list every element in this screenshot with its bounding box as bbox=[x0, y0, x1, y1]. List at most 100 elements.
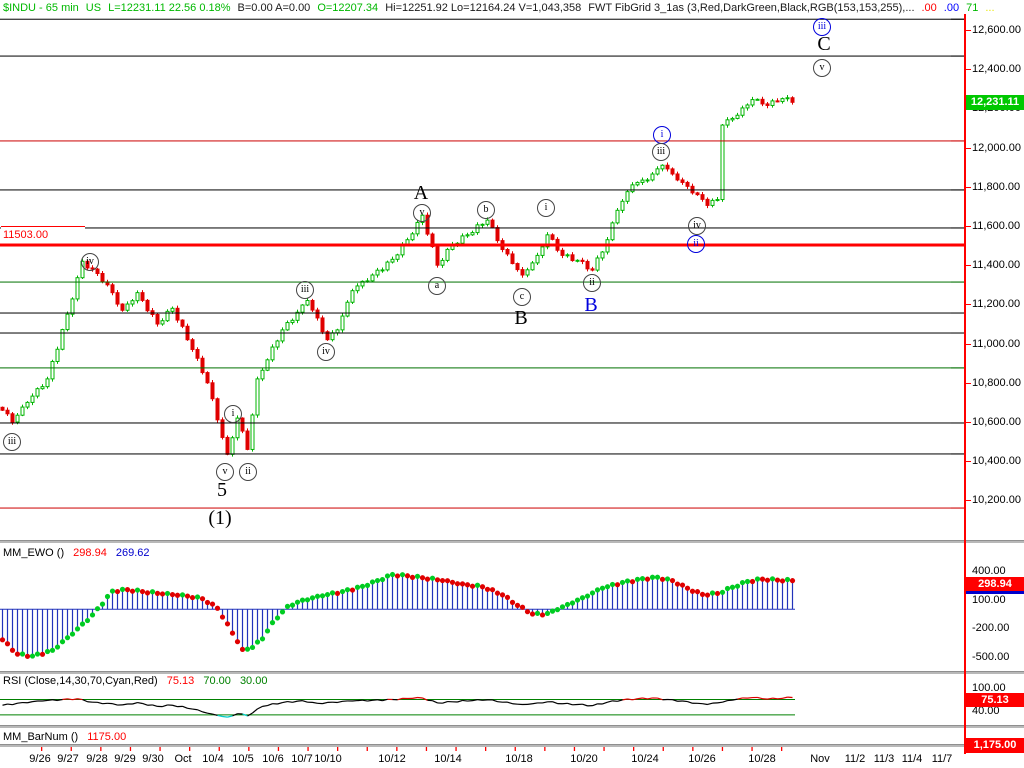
ewo-tick-label: 100.00 bbox=[972, 593, 1006, 606]
header-segment-6: FWT FibGrid 3_1as (3,Red,DarkGreen,Black… bbox=[588, 2, 915, 14]
rsi-line-segment bbox=[542, 701, 548, 704]
ewo-ma-dot bbox=[639, 576, 646, 582]
ewo-ma-dot bbox=[104, 593, 111, 600]
date-axis-label: 10/28 bbox=[748, 753, 776, 765]
ewo-ma-dot bbox=[599, 585, 606, 591]
candlestick bbox=[200, 357, 205, 374]
candlestick bbox=[430, 233, 435, 248]
date-tick bbox=[751, 745, 753, 751]
divider-price-ewo[interactable] bbox=[0, 540, 1024, 543]
candlestick bbox=[275, 340, 280, 348]
rsi-line-segment bbox=[782, 696, 788, 699]
ewo-ma-dot bbox=[234, 639, 241, 645]
fib-grid-line bbox=[0, 243, 965, 247]
candlestick bbox=[680, 179, 685, 183]
divider-rsi-barnum[interactable] bbox=[0, 725, 1024, 728]
wave-label-C: C bbox=[817, 33, 831, 55]
price-axis-line[interactable] bbox=[964, 14, 966, 754]
candlestick bbox=[295, 311, 300, 321]
candlestick bbox=[545, 234, 550, 248]
candlestick bbox=[250, 414, 255, 450]
rsi-tick-label: 40.00 bbox=[972, 704, 1000, 717]
ewo-ma-dot bbox=[509, 599, 516, 605]
candlestick bbox=[170, 307, 175, 312]
rsi-line-segment bbox=[647, 697, 653, 700]
wave-label-v: v bbox=[216, 463, 234, 481]
candlestick bbox=[190, 339, 195, 350]
candlestick bbox=[625, 191, 630, 202]
date-axis-label: 11/4 bbox=[901, 753, 923, 765]
ewo-ma-dot bbox=[244, 646, 251, 652]
date-tick bbox=[721, 745, 724, 751]
fib-grid-line bbox=[0, 140, 965, 142]
rsi-line-segment bbox=[282, 700, 288, 704]
ewo-ma-dot bbox=[489, 587, 496, 593]
rsi-line-segment bbox=[607, 700, 613, 703]
ewo-ma-dot bbox=[359, 583, 366, 589]
price-tick-dash bbox=[966, 461, 971, 463]
candlestick bbox=[760, 98, 765, 105]
divider-ewo-rsi[interactable] bbox=[0, 671, 1024, 674]
wave-label-ii: ii bbox=[583, 274, 601, 292]
ewo-ma-dot bbox=[34, 651, 41, 657]
rsi-line-segment bbox=[637, 697, 643, 700]
ewo-ma-dot bbox=[184, 593, 191, 599]
wave-label-i: i bbox=[653, 126, 671, 144]
candlestick bbox=[55, 348, 60, 362]
rsi-line-segment bbox=[287, 700, 293, 703]
rsi-line-segment bbox=[507, 701, 513, 705]
ewo-ma-dot bbox=[784, 576, 791, 583]
ewo-ma-dot bbox=[174, 592, 181, 598]
price-tick-label: 11,800.00 bbox=[972, 180, 1021, 193]
date-tick bbox=[603, 745, 605, 751]
wave-label-a: a bbox=[428, 277, 446, 295]
rsi-value-3: 30.00 bbox=[239, 675, 268, 687]
candlestick bbox=[5, 409, 10, 415]
fib-grid-axis-dash bbox=[951, 312, 964, 314]
ewo-ma-dot bbox=[219, 614, 226, 620]
candlestick bbox=[0, 406, 5, 411]
ewo-ma-dot bbox=[764, 577, 771, 583]
candlestick bbox=[505, 249, 510, 255]
ewo-ma-dot bbox=[179, 592, 186, 598]
ewo-ma-dot bbox=[279, 609, 286, 615]
ewo-ma-dot bbox=[79, 621, 86, 627]
divider-barnum-dates bbox=[0, 744, 1024, 747]
barnum-value-box: 1,175.00 bbox=[966, 738, 1024, 753]
fib-grid-line bbox=[0, 332, 965, 334]
ewo-ma-dot bbox=[474, 582, 481, 588]
price-tick-dash bbox=[966, 304, 971, 306]
ewo-ma-dot bbox=[19, 651, 26, 657]
fib-grid-line bbox=[0, 367, 965, 369]
ewo-ma-dot bbox=[634, 576, 641, 582]
candlestick bbox=[210, 382, 215, 400]
price-tick-label: 10,200.00 bbox=[972, 494, 1021, 507]
price-tick-label: 11,000.00 bbox=[972, 337, 1021, 350]
candlestick bbox=[595, 257, 600, 271]
rsi-line-segment bbox=[757, 696, 763, 700]
candlestick bbox=[515, 263, 520, 271]
ewo-ma-dot bbox=[119, 586, 126, 592]
ewo-ma-dot bbox=[459, 581, 466, 587]
candlestick bbox=[305, 299, 310, 306]
date-axis-label: 10/14 bbox=[434, 753, 462, 765]
rsi-line-segment bbox=[27, 701, 33, 704]
ewo-ma-dot bbox=[109, 588, 116, 594]
rsi-line-segment bbox=[527, 703, 533, 705]
candlestick bbox=[580, 259, 585, 262]
rsi-line-segment bbox=[477, 699, 483, 701]
date-axis-label: 10/6 bbox=[262, 753, 284, 765]
candlestick bbox=[510, 253, 515, 265]
rsi-line-segment bbox=[227, 715, 233, 718]
header-segment-1: US bbox=[85, 2, 102, 14]
candlestick bbox=[30, 395, 35, 403]
candlestick bbox=[290, 319, 295, 324]
ewo-ma-dot bbox=[514, 602, 521, 609]
ewo-ma-dot bbox=[304, 597, 311, 603]
candlestick bbox=[345, 301, 350, 317]
ewo-ma-dot bbox=[674, 581, 681, 587]
ewo-ma-dot bbox=[44, 648, 51, 655]
fib-grid-line bbox=[0, 422, 965, 424]
date-tick bbox=[455, 745, 457, 751]
